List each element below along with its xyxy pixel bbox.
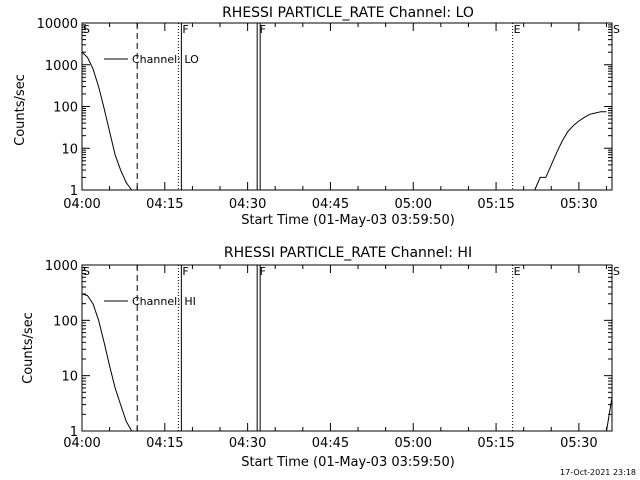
y-tick-label: 100	[53, 314, 78, 329]
chart-title: RHESSI PARTICLE_RATE Channel: HI	[224, 245, 472, 261]
chart-panel-lo: RHESSI PARTICLE_RATE Channel: LO Counts/…	[13, 5, 620, 228]
y-axis-label: Counts/sec	[21, 312, 36, 384]
x-tick-label: 05:30	[560, 197, 597, 212]
marker-label: F	[260, 265, 266, 278]
marker-label: F	[182, 265, 188, 278]
x-tick-label: 04:15	[146, 197, 183, 212]
y-tick-label: 10	[61, 142, 78, 157]
chart-title: RHESSI PARTICLE_RATE Channel: LO	[222, 5, 474, 21]
series-line	[606, 397, 613, 432]
x-tick-label: 04:15	[146, 436, 183, 451]
x-tick-label: 05:00	[395, 436, 432, 451]
marker-label: E	[514, 23, 521, 36]
marker-label: S	[83, 23, 90, 36]
x-tick-label: 04:45	[312, 436, 349, 451]
legend-label: Channel: HI	[132, 295, 196, 308]
marker-label: E	[514, 265, 521, 278]
series-line	[81, 51, 138, 191]
marker-label: S	[613, 23, 620, 36]
x-tick-label: 04:45	[312, 197, 349, 212]
marker-label: S	[83, 265, 90, 278]
x-tick-label: 05:15	[477, 436, 514, 451]
legend-label: Channel: LO	[132, 53, 199, 66]
y-tick-label: 1000	[45, 59, 78, 74]
x-tick-label: 05:30	[560, 436, 597, 451]
marker-label: F	[260, 23, 266, 36]
chart-panel-hi: RHESSI PARTICLE_RATE Channel: HI Counts/…	[21, 245, 620, 470]
y-tick-label: 1000	[45, 259, 78, 274]
y-tick-label: 1	[70, 425, 78, 440]
x-tick-label: 04:00	[63, 436, 100, 451]
x-axis-label: Start Time (01-May-03 03:59:50)	[241, 455, 455, 470]
x-axis-label: Start Time (01-May-03 03:59:50)	[241, 213, 455, 228]
x-tick-label: 05:00	[395, 197, 432, 212]
series-line	[534, 111, 607, 191]
y-tick-label: 100	[53, 101, 78, 116]
x-tick-label: 04:00	[63, 197, 100, 212]
series-line	[81, 293, 138, 432]
y-tick-label: 1	[70, 184, 78, 199]
marker-label: F	[182, 23, 188, 36]
y-axis-label: Counts/sec	[13, 74, 28, 146]
y-tick-label: 10000	[37, 17, 78, 32]
x-tick-label: 04:30	[229, 197, 266, 212]
x-tick-label: 04:30	[229, 436, 266, 451]
marker-label: S	[613, 265, 620, 278]
y-tick-label: 10	[61, 370, 78, 385]
footer-timestamp: 17-Oct-2021 23:18	[560, 468, 636, 477]
x-tick-label: 05:15	[477, 197, 514, 212]
